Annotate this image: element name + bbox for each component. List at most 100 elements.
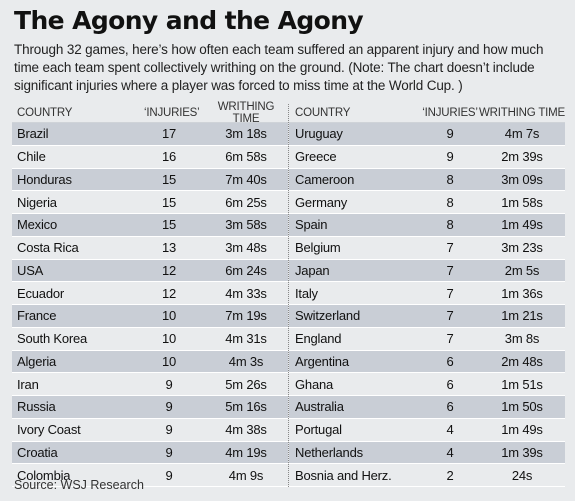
header-country: COUNTRY xyxy=(17,107,73,119)
table-row: Colombia 9 4m 9s xyxy=(12,464,288,487)
cell-writhing-time: 4m 33s xyxy=(225,285,267,301)
cell-country: Algeria xyxy=(17,353,57,369)
header-injuries: ‘INJURIES’ xyxy=(422,107,478,119)
table-row: France 10 7m 19s xyxy=(12,305,288,328)
cell-writhing-time: 2m 39s xyxy=(501,149,543,165)
cell-injuries: 10 xyxy=(161,308,177,324)
table-row: Russia 9 5m 16s xyxy=(12,396,288,419)
cell-country: Greece xyxy=(295,149,337,165)
cell-injuries: 17 xyxy=(161,126,177,142)
table-row: Greece 9 2m 39s xyxy=(289,146,565,169)
table-row: Japan 7 2m 5s xyxy=(289,259,565,283)
cell-country: Honduras xyxy=(17,171,72,187)
cell-injuries: 15 xyxy=(161,171,177,187)
cell-country: Germany xyxy=(295,194,348,210)
header-country: COUNTRY xyxy=(295,107,351,119)
cell-injuries: 10 xyxy=(161,331,177,347)
cell-country: Russia xyxy=(17,399,56,415)
cell-injuries: 6 xyxy=(446,353,454,369)
table-column-right: COUNTRY ‘INJURIES’ WRITHING TIME Uruguay… xyxy=(288,104,565,487)
table-row: Portugal 4 1m 49s xyxy=(289,419,565,442)
cell-injuries: 4 xyxy=(446,422,454,438)
cell-writhing-time: 7m 19s xyxy=(225,308,267,324)
table-row: Netherlands 4 1m 39s xyxy=(289,441,565,465)
cell-injuries: 8 xyxy=(446,194,454,210)
cell-country: Colombia xyxy=(17,467,71,483)
cell-injuries: 6 xyxy=(446,399,454,415)
cell-injuries: 9 xyxy=(165,376,173,392)
cell-writhing-time: 1m 49s xyxy=(501,217,543,233)
table-row: Spain 8 1m 49s xyxy=(289,214,565,237)
cell-country: Uruguay xyxy=(295,126,343,142)
table-row: USA 12 6m 24s xyxy=(12,259,288,283)
table-row: Croatia 9 4m 19s xyxy=(12,441,288,465)
cell-injuries: 9 xyxy=(165,399,173,415)
cell-country: South Korea xyxy=(17,331,88,347)
cell-country: Netherlands xyxy=(295,444,363,460)
cell-country: USA xyxy=(17,262,44,278)
cell-country: Ecuador xyxy=(17,285,65,301)
cell-writhing-time: 3m 8s xyxy=(504,331,540,347)
table-row: Brazil 17 3m 18s xyxy=(12,123,288,146)
cell-injuries: 9 xyxy=(165,444,173,460)
header-writhing-time: WRITHING TIME xyxy=(479,107,565,119)
cell-writhing-time: 6m 58s xyxy=(225,149,267,165)
table-row: Switzerland 7 1m 21s xyxy=(289,305,565,328)
cell-country: Spain xyxy=(295,217,328,233)
cell-injuries: 9 xyxy=(446,126,454,142)
table-row: Germany 8 1m 58s xyxy=(289,191,565,214)
cell-writhing-time: 2m 5s xyxy=(504,262,540,278)
header-writhing-time: WRITHING TIME xyxy=(217,101,275,125)
cell-country: Italy xyxy=(295,285,318,301)
cell-writhing-time: 24s xyxy=(511,467,533,483)
table-column-left: COUNTRY ‘INJURIES’ WRITHING TIME Brazil 1… xyxy=(12,101,288,487)
cell-country: Mexico xyxy=(17,217,57,233)
cell-injuries: 7 xyxy=(446,331,454,347)
cell-writhing-time: 3m 23s xyxy=(501,240,543,256)
table-row: Costa Rica 13 3m 48s xyxy=(12,237,288,260)
table-row: Australia 6 1m 50s xyxy=(289,396,565,419)
cell-injuries: 8 xyxy=(446,171,454,187)
cell-country: Australia xyxy=(295,399,344,415)
cell-writhing-time: 6m 25s xyxy=(225,194,267,210)
chart-subtitle: Through 32 games, here’s how often each … xyxy=(14,42,544,93)
table-header: COUNTRY ‘INJURIES’ WRITHING TIME xyxy=(289,104,565,123)
cell-injuries: 16 xyxy=(161,149,177,165)
table-row: Algeria 10 4m 3s xyxy=(12,350,288,374)
table-row: Cameroon 8 3m 09s xyxy=(289,168,565,192)
cell-writhing-time: 3m 58s xyxy=(225,217,267,233)
cell-country: England xyxy=(295,331,342,347)
cell-country: Croatia xyxy=(17,444,58,460)
cell-injuries: 13 xyxy=(161,240,177,256)
cell-country: Ghana xyxy=(295,376,334,392)
cell-writhing-time: 6m 24s xyxy=(225,262,267,278)
table-row: Chile 16 6m 58s xyxy=(12,146,288,169)
table-row: Argentina 6 2m 48s xyxy=(289,350,565,374)
table-row: Mexico 15 3m 58s xyxy=(12,214,288,237)
cell-writhing-time: 2m 48s xyxy=(501,353,543,369)
cell-writhing-time: 1m 36s xyxy=(501,285,543,301)
cell-injuries: 12 xyxy=(161,285,177,301)
cell-writhing-time: 4m 7s xyxy=(504,126,540,142)
table-row: Iran 9 5m 26s xyxy=(12,373,288,396)
cell-injuries: 10 xyxy=(161,353,177,369)
table-row: Uruguay 9 4m 7s xyxy=(289,123,565,146)
cell-writhing-time: 7m 40s xyxy=(225,171,267,187)
cell-country: Bosnia and Herz. xyxy=(295,467,392,483)
injury-table: COUNTRY ‘INJURIES’ WRITHING TIME Brazil 1… xyxy=(12,101,565,487)
cell-country: Cameroon xyxy=(295,171,355,187)
cell-writhing-time: 1m 49s xyxy=(501,422,543,438)
cell-writhing-time: 4m 38s xyxy=(225,422,267,438)
cell-writhing-time: 1m 50s xyxy=(501,399,543,415)
cell-injuries: 9 xyxy=(165,422,173,438)
cell-writhing-time: 1m 39s xyxy=(501,444,543,460)
cell-writhing-time: 3m 18s xyxy=(225,126,267,142)
cell-writhing-time: 1m 51s xyxy=(501,376,543,392)
cell-writhing-time: 4m 31s xyxy=(225,331,267,347)
cell-country: Costa Rica xyxy=(17,240,79,256)
table-row: Nigeria 15 6m 25s xyxy=(12,191,288,214)
cell-injuries: 12 xyxy=(161,262,177,278)
cell-writhing-time: 4m 9s xyxy=(228,467,264,483)
cell-writhing-time: 3m 48s xyxy=(225,240,267,256)
table-row: South Korea 10 4m 31s xyxy=(12,328,288,351)
